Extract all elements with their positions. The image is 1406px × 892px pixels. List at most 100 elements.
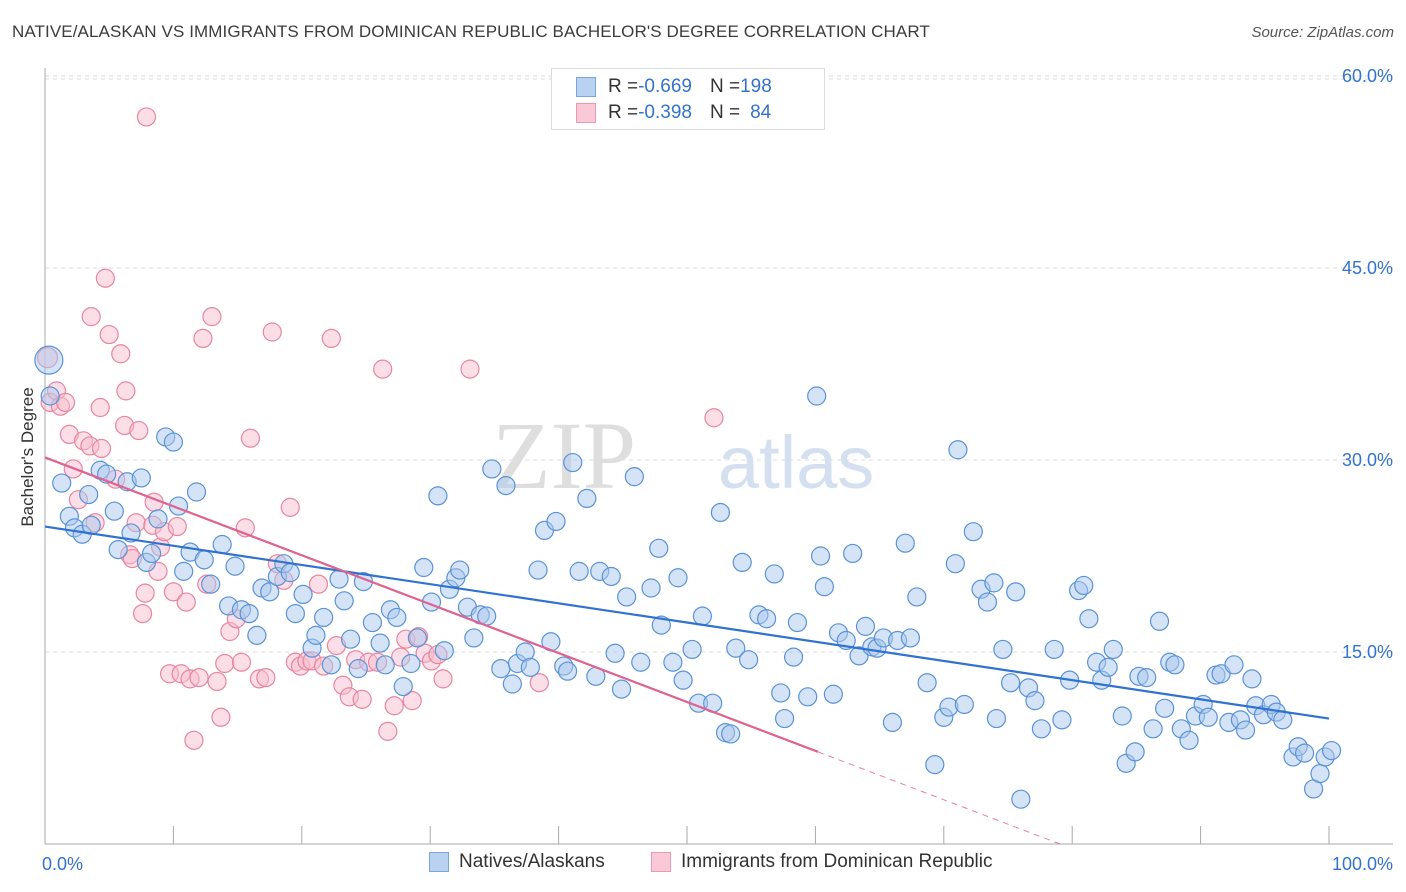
axes — [44, 68, 1393, 845]
data-point — [663, 652, 683, 672]
data-point — [111, 344, 131, 364]
data-point — [529, 673, 549, 693]
data-point — [240, 428, 261, 448]
series-legend: Natives/Alaskans Immigrants from Dominic… — [0, 851, 1406, 877]
data-point — [528, 560, 548, 580]
data-point — [649, 538, 669, 558]
data-point — [91, 438, 112, 459]
data-point — [917, 673, 937, 693]
data-point — [207, 671, 227, 692]
data-point — [710, 502, 730, 523]
data-point — [321, 655, 341, 675]
correlation-legend: R = -0.669 N = 198 R = -0.398 N = 84 — [551, 68, 825, 130]
data-point — [1074, 575, 1094, 596]
data-point — [129, 420, 149, 441]
data-point — [212, 534, 232, 555]
legend-row-pink: R = -0.398 N = 84 — [576, 100, 771, 126]
data-point — [434, 641, 454, 661]
data-point — [375, 655, 395, 675]
data-point — [798, 687, 818, 707]
watermark-zip: ZIP — [492, 402, 636, 509]
trendline-pink — [44, 456, 819, 753]
chart-title: NATIVE/ALASKAN VS IMMIGRANTS FROM DOMINI… — [12, 22, 930, 41]
data-point — [1112, 706, 1132, 726]
data-point — [201, 574, 221, 594]
data-point — [202, 307, 222, 327]
data-point — [963, 522, 983, 542]
legend-row-blue: R = -0.669 N = 198 — [576, 74, 772, 100]
data-point — [211, 707, 231, 727]
data-point — [79, 484, 99, 505]
data-point — [121, 523, 141, 543]
r-value: -0.398 — [638, 102, 692, 123]
data-point — [352, 689, 372, 709]
data-point — [577, 488, 597, 508]
data-point — [682, 639, 702, 660]
data-point — [807, 386, 827, 406]
data-point — [1165, 655, 1185, 675]
data-point — [90, 397, 110, 418]
data-point — [624, 467, 644, 487]
data-point — [362, 612, 383, 633]
y-tick-label: 30.0% — [1342, 450, 1393, 470]
data-point — [557, 661, 578, 681]
blue-series-points — [34, 345, 1342, 809]
data-point — [774, 708, 795, 729]
data-point — [314, 607, 334, 628]
n-value: 84 — [750, 102, 772, 123]
data-point — [954, 694, 974, 715]
data-point — [739, 650, 759, 670]
data-point — [131, 468, 151, 488]
data-point — [148, 509, 168, 529]
data-point — [993, 639, 1013, 660]
data-point — [321, 328, 341, 348]
data-point — [285, 603, 305, 624]
watermark-atlas: atlas — [718, 421, 874, 504]
y-tick-label: 15.0% — [1342, 642, 1393, 662]
data-point — [378, 721, 398, 741]
data-point — [189, 667, 209, 688]
data-point — [280, 497, 300, 517]
data-point — [387, 607, 407, 628]
data-point — [900, 628, 921, 648]
data-point — [108, 539, 128, 560]
data-point — [1006, 582, 1026, 602]
n-label: N = — [709, 76, 741, 97]
source-label: Source: ZipAtlas.com — [1251, 24, 1394, 41]
data-point — [673, 670, 693, 690]
data-point — [1310, 763, 1330, 784]
data-point — [496, 476, 516, 496]
data-point — [174, 561, 194, 581]
data-point — [1198, 707, 1218, 727]
data-point — [163, 432, 183, 452]
data-point — [1235, 720, 1256, 740]
data-point — [262, 322, 282, 342]
data-point — [428, 486, 448, 506]
pink-swatch — [576, 103, 596, 123]
legend-label: Immigrants from Dominican Republic — [681, 851, 993, 872]
y-tick-label: 45.0% — [1342, 258, 1393, 278]
data-point — [651, 615, 671, 635]
data-point — [843, 543, 863, 564]
data-point — [52, 473, 72, 493]
trendline-blue — [44, 525, 1330, 720]
data-point — [1079, 609, 1099, 629]
data-point — [502, 674, 522, 694]
data-point — [563, 452, 583, 473]
data-point — [783, 647, 804, 667]
legend-item-natives: Natives/Alaskans — [429, 851, 605, 873]
n-label: N = — [709, 102, 741, 123]
data-point — [1321, 740, 1342, 761]
data-point — [882, 712, 903, 733]
data-point — [605, 643, 625, 663]
data-point — [460, 359, 480, 379]
data-point — [334, 591, 354, 611]
data-point — [1125, 742, 1145, 762]
data-point — [823, 684, 843, 704]
data-point — [176, 592, 196, 612]
data-point — [787, 612, 808, 633]
data-point — [167, 516, 187, 537]
data-point — [1295, 743, 1315, 763]
data-point — [184, 730, 204, 750]
data-point — [617, 587, 637, 607]
